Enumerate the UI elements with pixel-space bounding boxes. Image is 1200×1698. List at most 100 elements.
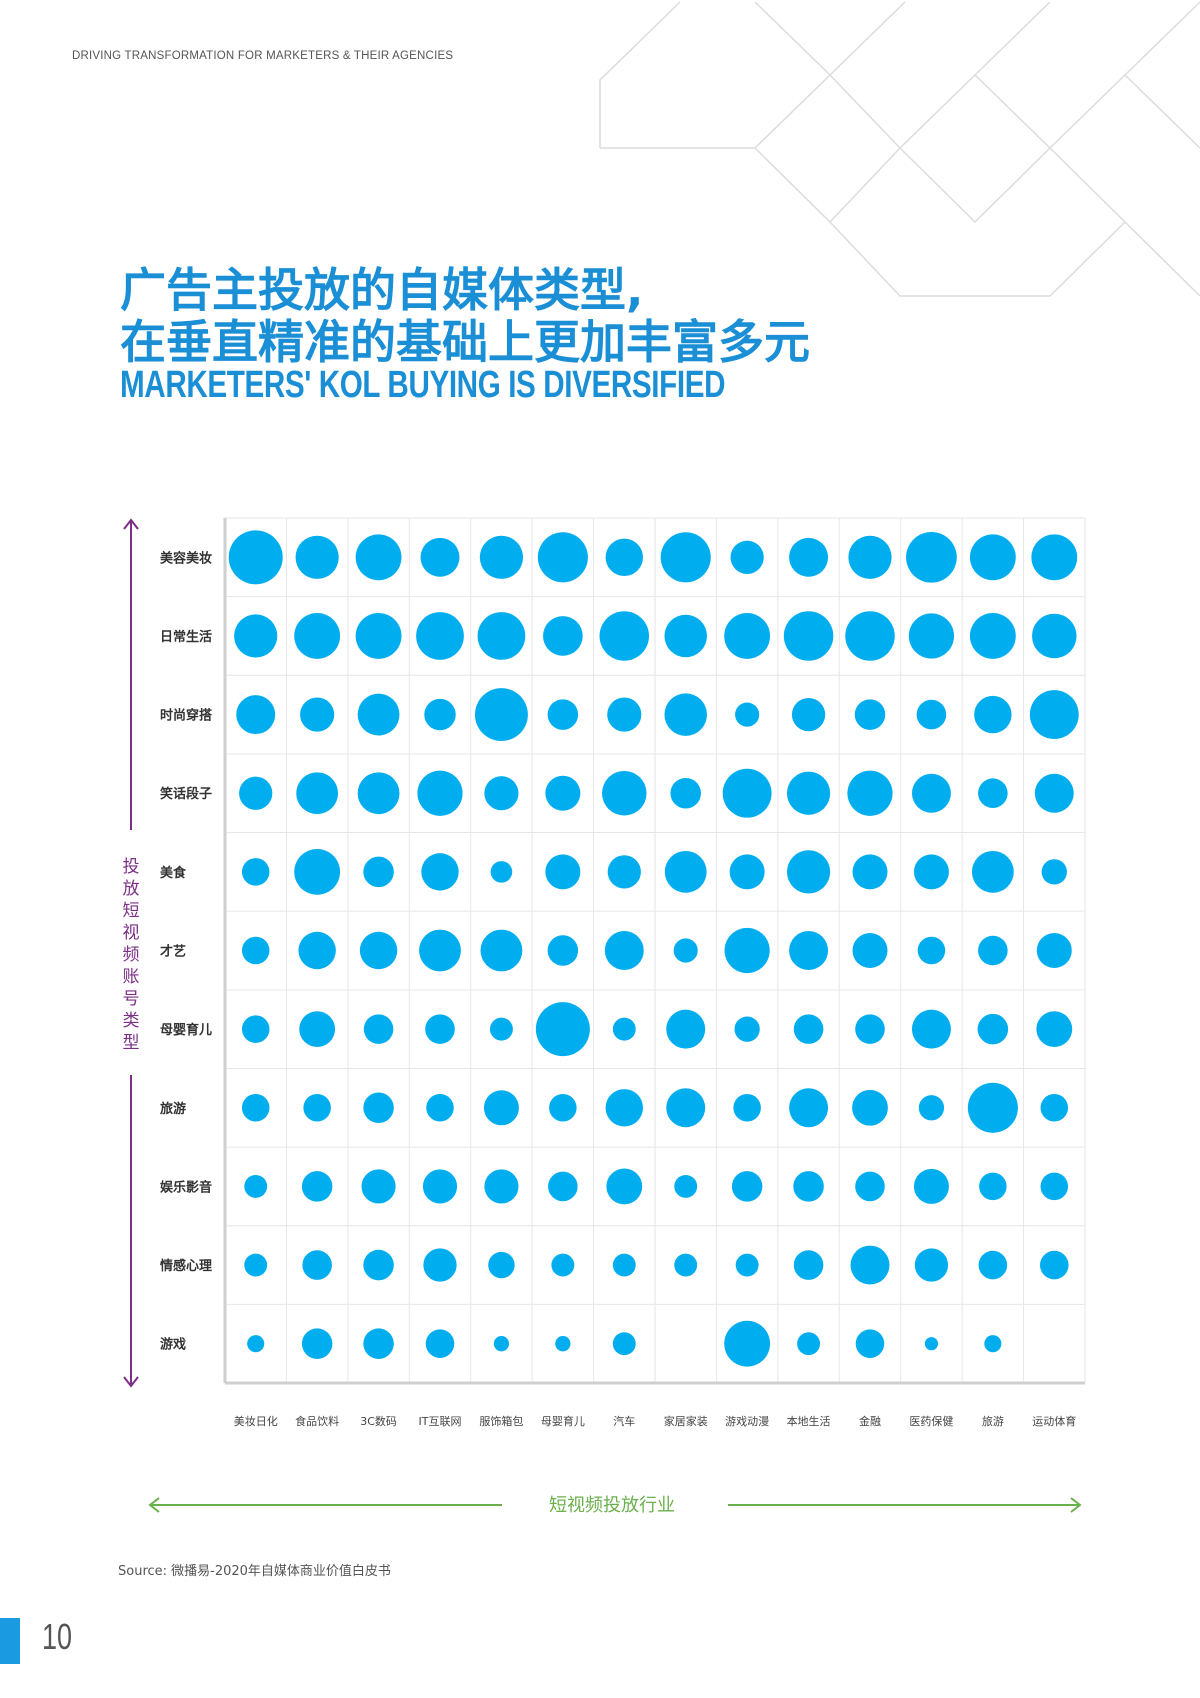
x-tick-label: 3C数码 <box>360 1415 397 1428</box>
bubble-point <box>1032 613 1077 659</box>
x-tick-label: 汽车 <box>613 1414 635 1428</box>
bubble-point <box>664 693 707 736</box>
bubble-point <box>978 778 1008 809</box>
bubble-point <box>1039 1250 1069 1280</box>
bubble-point <box>355 534 402 581</box>
bubble-point <box>493 1336 510 1352</box>
page-title-cn-line2: 在垂直精准的基础上更加丰富多元 <box>120 315 810 369</box>
x-tick-label: 母婴育儿 <box>541 1414 585 1428</box>
y-axis-title-char: 放 <box>123 879 140 899</box>
bubble-point <box>974 695 1012 734</box>
bubble-point <box>363 1092 394 1124</box>
bubble-point <box>422 1169 458 1204</box>
bubble-point <box>1041 859 1067 885</box>
page-number-bar <box>0 1618 20 1664</box>
bubble-point <box>294 848 341 895</box>
bubble-point <box>535 1002 590 1057</box>
bubble-point <box>416 612 464 660</box>
bubble-point <box>913 1168 949 1204</box>
bubble-point <box>793 1014 824 1044</box>
bubble-point <box>555 1336 571 1352</box>
bubble-point <box>241 1015 270 1043</box>
bubble-point <box>735 1253 759 1277</box>
y-axis-title-char: 型 <box>123 1033 140 1053</box>
bubble-point <box>421 853 459 891</box>
x-tick-label: 医药保健 <box>909 1414 953 1428</box>
bubble-point <box>419 929 461 972</box>
bubble-point <box>852 1089 888 1126</box>
y-tick-label: 情感心理 <box>160 1258 212 1274</box>
y-axis-title-char: 号 <box>123 989 140 1009</box>
bubble-point <box>793 1171 824 1202</box>
bubble-point <box>545 775 581 811</box>
bubble-point <box>477 612 526 660</box>
bubble-point <box>793 1250 824 1280</box>
bubble-point <box>425 1329 455 1358</box>
bubble-point <box>664 850 707 893</box>
y-axis-title-char: 视 <box>123 923 140 943</box>
bubble-point <box>1040 1094 1069 1122</box>
y-tick-label: 日常生活 <box>160 629 212 645</box>
bubble-point <box>734 1016 760 1042</box>
bubble-point <box>359 931 398 970</box>
y-axis-title-char: 频 <box>123 945 140 965</box>
bubble-point <box>978 1250 1008 1280</box>
bubble-point <box>1036 933 1072 968</box>
bubble-point <box>302 1250 332 1280</box>
bubble-point <box>730 540 764 574</box>
bubble-point <box>783 611 834 661</box>
bubble-point <box>604 931 644 970</box>
bubble-point <box>855 1014 885 1044</box>
x-tick-label: 食品饮料 <box>295 1414 339 1428</box>
bubble-point <box>913 854 949 890</box>
bubble-point <box>417 770 463 816</box>
bubble-point <box>729 854 765 890</box>
bubble-point <box>852 933 888 968</box>
bubble-point <box>363 1014 394 1044</box>
y-tick-label: 笑话段子 <box>160 786 212 802</box>
y-tick-label: 母婴育儿 <box>160 1022 212 1038</box>
x-axis-title: 短视频投放行业 <box>549 1495 675 1516</box>
bubble-point <box>969 534 1016 581</box>
bubble-point <box>731 1171 763 1202</box>
bubble-point <box>724 613 771 659</box>
bubble-point <box>239 776 273 810</box>
y-axis-title-char: 短 <box>123 901 140 921</box>
bubble-point <box>612 1253 636 1277</box>
bubble-point <box>911 773 951 813</box>
y-axis-arrowhead-up <box>123 518 139 530</box>
bubble-point <box>490 861 513 883</box>
bubble-point <box>244 1174 268 1198</box>
bubble-point <box>296 772 339 815</box>
bubble-point <box>543 616 583 656</box>
bubble-point <box>854 699 886 730</box>
bubble-point <box>548 1171 578 1202</box>
chart-grid <box>223 517 1086 1385</box>
y-tick-label: 游戏 <box>160 1337 186 1353</box>
page-title-cn-line1: 广告主投放的自媒体类型, <box>120 263 644 317</box>
bubble-point <box>1040 1172 1069 1201</box>
y-axis-title-char: 账 <box>123 967 140 987</box>
bubble-point <box>789 537 829 577</box>
bubble-point <box>361 1169 396 1204</box>
bubble-point <box>917 936 946 965</box>
bubble-point <box>789 1088 829 1128</box>
y-tick-label: 时尚穿搭 <box>160 708 213 724</box>
bubble-point <box>480 929 523 972</box>
chart-bubbles <box>228 530 1079 1367</box>
bubble-point <box>850 1245 890 1285</box>
bubble-point <box>299 1011 336 1048</box>
bubble-point <box>786 850 831 894</box>
bubble-point <box>537 532 588 583</box>
bubble-point <box>424 698 456 731</box>
bubble-point <box>247 1335 265 1353</box>
bubble-point <box>670 777 701 809</box>
bubble-point <box>363 856 394 888</box>
x-tick-label: 金融 <box>859 1414 881 1428</box>
bubble-point <box>666 1009 706 1049</box>
y-axis-title-char: 投 <box>123 857 140 877</box>
decorative-hexagon-pattern <box>599 1 1200 297</box>
bubble-point <box>1029 690 1079 740</box>
bubble-point <box>489 1017 513 1041</box>
